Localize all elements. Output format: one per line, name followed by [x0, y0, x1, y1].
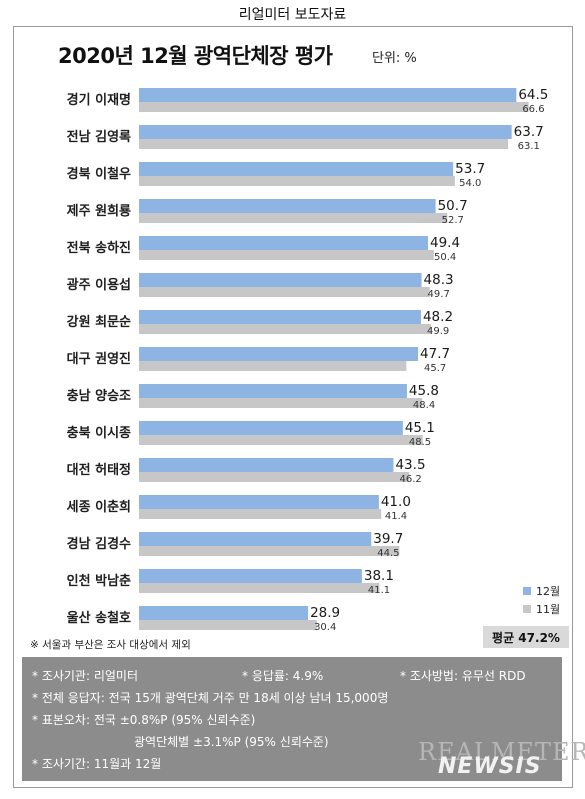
value-label-nov: 54.0: [459, 178, 481, 189]
value-label-dec: 41.0: [381, 494, 411, 510]
category-label: 경기 이재명: [67, 92, 131, 108]
legend-swatch-nov: [523, 605, 531, 613]
info-error-national: * 표본오차: 전국 ±0.8%P (95% 신뢰수준): [32, 713, 256, 727]
category-label: 세종 이춘희: [67, 499, 131, 515]
bar-dec: [139, 458, 394, 472]
bar-dec: [139, 347, 419, 361]
bar-nov: [139, 583, 380, 593]
page-caption: 리얼미터 보도자료: [238, 7, 347, 23]
average-badge: 평균 47.2%: [483, 626, 569, 648]
value-label-nov: 52.7: [442, 215, 464, 226]
category-label: 인천 박남춘: [67, 573, 131, 589]
value-label-nov: 49.7: [428, 289, 450, 300]
info-respondents: * 전체 응답자: 전국 15개 광역단체 거주 만 18세 이상 남녀 15,…: [32, 691, 389, 705]
category-label: 충남 양승조: [67, 388, 131, 404]
value-label-dec: 50.7: [438, 198, 468, 214]
value-label-dec: 28.9: [310, 605, 340, 621]
legend-label-dec: 12월: [536, 585, 561, 598]
bar-dec: [139, 162, 454, 176]
bar-nov: [139, 250, 434, 260]
newsis-logo: NEWSIS: [438, 754, 542, 779]
legend-label-nov: 11월: [536, 603, 561, 616]
info-response-rate: * 응답률: 4.9%: [242, 669, 324, 683]
value-label-dec: 49.4: [430, 235, 460, 251]
value-label-nov: 46.2: [399, 474, 421, 485]
bar-nov: [139, 472, 410, 482]
category-label: 광주 이용섭: [67, 277, 131, 293]
bar-dec: [139, 199, 436, 213]
bar-dec: [139, 310, 421, 324]
category-label: 울산 송철호: [67, 610, 131, 626]
category-label: 경북 이철우: [67, 166, 131, 182]
bar-dec: [139, 421, 403, 435]
value-label-dec: 45.8: [409, 383, 439, 399]
value-label-dec: 53.7: [455, 161, 485, 177]
bar-dec: [139, 532, 372, 546]
bar-chart: 경기 이재명 64.566.6 전남 김영록 63.763.1 경북 이철우 53.754…: [67, 87, 549, 633]
bar-nov: [139, 102, 529, 112]
survey-info-box: * 조사기관: 리얼미터 * 응답률: 4.9% * 조사방법: 유무선 RDD…: [22, 657, 562, 781]
value-label-dec: 48.3: [424, 272, 454, 288]
bar-nov: [139, 361, 407, 371]
value-label-dec: 38.1: [364, 568, 394, 584]
value-label-nov: 41.1: [368, 585, 390, 596]
value-label-nov: 44.5: [377, 548, 399, 559]
bar-nov: [139, 213, 448, 223]
legend-item-nov: 11월: [523, 600, 560, 618]
value-label-dec: 43.5: [395, 457, 425, 473]
value-label-dec: 45.1: [405, 420, 435, 436]
value-label-nov: 48.5: [409, 437, 431, 448]
unit-label: 단위: %: [372, 51, 417, 66]
value-label-nov: 63.1: [518, 141, 540, 152]
footnote: ※ 서울과 부산은 조사 대상에서 제외: [30, 639, 191, 651]
realmeter-watermark: REALMETER: [418, 738, 585, 766]
bar-nov: [139, 398, 423, 408]
info-period: * 조사기간: 11월과 12월: [32, 757, 162, 771]
info-org: * 조사기관: 리얼미터: [32, 669, 138, 683]
bar-nov: [139, 324, 431, 334]
chart-frame: [13, 26, 573, 788]
bar-nov: [139, 287, 430, 297]
bar-nov: [139, 139, 509, 149]
value-label-dec: 64.5: [518, 87, 548, 103]
category-label: 강원 최문순: [67, 314, 131, 330]
category-label: 전남 김영록: [67, 129, 131, 145]
bar-nov: [139, 509, 382, 519]
bar-nov: [139, 620, 317, 630]
bar-dec: [139, 88, 517, 102]
category-label: 경남 김경수: [67, 536, 131, 552]
info-error-region: 광역단체별 ±3.1%P (95% 신뢰수준): [134, 735, 329, 749]
bar-dec: [139, 125, 512, 139]
bar-dec: [139, 495, 379, 509]
bar-dec: [139, 569, 362, 583]
value-label-nov: 41.4: [385, 511, 407, 522]
legend-item-dec: 12월: [523, 582, 560, 600]
bar-nov: [139, 176, 455, 186]
legend: 12월 11월: [523, 582, 560, 618]
value-label-nov: 50.4: [434, 252, 456, 263]
value-label-nov: 48.4: [413, 400, 435, 411]
value-label-nov: 30.4: [314, 622, 336, 633]
value-label-dec: 39.7: [373, 531, 403, 547]
bar-dec: [139, 236, 428, 250]
bar-nov: [139, 435, 423, 445]
value-label-dec: 47.7: [420, 346, 450, 362]
bar-nov: [139, 546, 400, 556]
value-label-nov: 49.9: [427, 326, 449, 337]
value-label-nov: 66.6: [522, 104, 544, 115]
bar-dec: [139, 606, 309, 620]
bar-dec: [139, 384, 407, 398]
value-label-dec: 63.7: [514, 124, 544, 140]
value-label-nov: 45.7: [424, 363, 446, 374]
bar-dec: [139, 273, 422, 287]
chart-title: 2020년 12월 광역단체장 평가: [58, 44, 333, 68]
category-label: 대구 권영진: [67, 351, 131, 367]
category-label: 제주 원희룡: [67, 204, 131, 219]
info-method: * 조사방법: 유무선 RDD: [400, 669, 526, 683]
category-label: 대전 허태정: [67, 462, 131, 478]
value-label-dec: 48.2: [423, 309, 453, 325]
legend-swatch-dec: [523, 587, 531, 595]
category-label: 충북 이시종: [67, 425, 131, 441]
category-label: 전북 송하진: [67, 240, 131, 256]
